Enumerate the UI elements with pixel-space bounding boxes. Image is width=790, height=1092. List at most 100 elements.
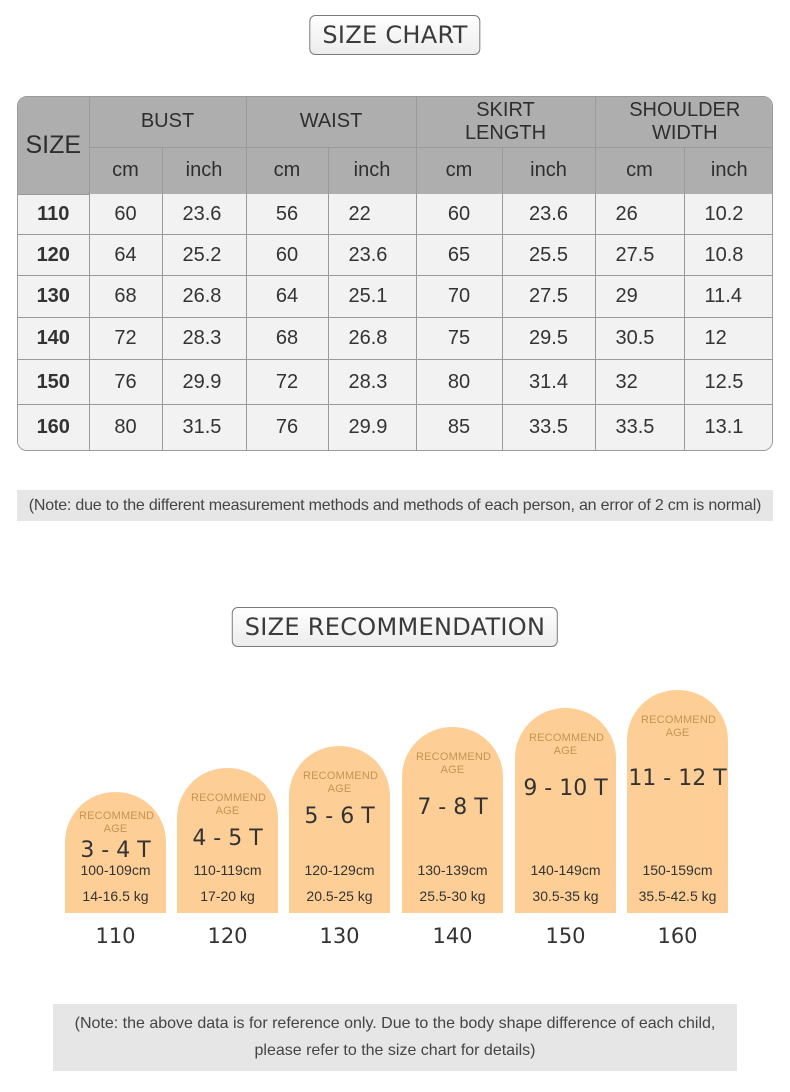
age-range: 5 - 6 T <box>304 804 375 829</box>
measurement-cell: 25.2 <box>161 234 247 277</box>
size-cell: 110 <box>18 194 90 236</box>
measurement-cell: 26 <box>594 194 685 236</box>
measurement-cell: 27.5 <box>501 275 596 319</box>
bust-header: BUST <box>88 97 247 148</box>
measurement-cell: 12 <box>683 317 772 361</box>
measurement-cell: 28.3 <box>161 317 247 361</box>
table-row: 140 72 28.3 68 26.8 75 29.5 30.5 12 <box>18 317 772 361</box>
size-label: 120 <box>207 924 248 948</box>
measurement-cell: 29.9 <box>161 359 247 406</box>
measurement-cell: 76 <box>245 404 329 450</box>
unit-header: cm <box>415 146 503 194</box>
measurement-cell: 76 <box>88 359 163 406</box>
recommend-age-label: RECOMMEND AGE <box>416 751 492 776</box>
reference-note-line: (Note: the above data is for reference o… <box>74 1015 716 1032</box>
measurement-cell: 26.8 <box>161 275 247 319</box>
reference-note-line: please refer to the size chart for detai… <box>254 1042 536 1059</box>
measurement-cell: 27.5 <box>594 234 685 277</box>
measurement-cell: 85 <box>415 404 503 450</box>
measurement-cell: 75 <box>415 317 503 361</box>
waist-header: WAIST <box>245 97 417 148</box>
measurement-cell: 65 <box>415 234 503 277</box>
weight-range: 14-16.5 kg <box>82 888 149 904</box>
unit-header: cm <box>245 146 329 194</box>
measurement-cell: 22 <box>327 194 417 236</box>
measurement-note: (Note: due to the different measurement … <box>17 490 773 521</box>
weight-range: 17-20 kg <box>200 888 255 904</box>
recommend-age-label: RECOMMEND AGE <box>641 714 717 739</box>
recommend-age-label: RECOMMEND AGE <box>191 792 267 817</box>
measurement-cell: 31.5 <box>161 404 247 450</box>
shoulder-width-header: SHOULDER WIDTH <box>594 97 772 148</box>
size-cell: 120 <box>18 234 90 277</box>
recommendation-card: RECOMMEND AGE 7 - 8 T 130-139cm 25.5-30 kg <box>402 727 503 913</box>
size-cell: 130 <box>18 275 90 319</box>
recommendation-card: RECOMMEND AGE 4 - 5 T 110-119cm 17-20 kg <box>177 768 278 913</box>
height-range: 140-149cm <box>530 862 601 878</box>
unit-header: cm <box>594 146 685 194</box>
size-label: 110 <box>95 924 136 948</box>
measurement-cell: 60 <box>88 194 163 236</box>
table-row: 130 68 26.8 64 25.1 70 27.5 29 11.4 <box>18 275 772 319</box>
measurement-cell: 60 <box>415 194 503 236</box>
height-range: 120-129cm <box>304 862 375 878</box>
size-label: 130 <box>319 924 360 948</box>
measurement-cell: 29.5 <box>501 317 596 361</box>
size-cell: 150 <box>18 359 90 406</box>
measurement-cell: 64 <box>88 234 163 277</box>
weight-range: 35.5-42.5 kg <box>638 888 717 904</box>
size-cell: 160 <box>18 404 90 450</box>
measurement-cell: 56 <box>245 194 329 236</box>
skirt-length-header: SKIRT LENGTH <box>415 97 596 148</box>
measurement-cell: 68 <box>245 317 329 361</box>
measurement-cell: 26.8 <box>327 317 417 361</box>
measurement-cell: 10.8 <box>683 234 772 277</box>
size-chart-table: SIZE BUST WAIST SKIRT LENGTH SHOULDER WI… <box>17 96 773 451</box>
height-range: 110-119cm <box>193 862 262 878</box>
measurement-cell: 23.6 <box>501 194 596 236</box>
measurement-cell: 31.4 <box>501 359 596 406</box>
size-chart-title: SIZE CHART <box>309 15 481 55</box>
measurement-cell: 60 <box>245 234 329 277</box>
age-range: 7 - 8 T <box>417 795 488 820</box>
measurement-cell: 72 <box>88 317 163 361</box>
measurement-cell: 70 <box>415 275 503 319</box>
measurement-cell: 29.9 <box>327 404 417 450</box>
measurement-cell: 29 <box>594 275 685 319</box>
size-label: 140 <box>432 924 473 948</box>
measurement-cell: 80 <box>415 359 503 406</box>
recommend-age-label: RECOMMEND AGE <box>529 732 605 757</box>
measurement-cell: 25.5 <box>501 234 596 277</box>
age-range: 3 - 4 T <box>80 838 151 863</box>
unit-header: inch <box>501 146 596 194</box>
measurement-cell: 28.3 <box>327 359 417 406</box>
measurement-cell: 30.5 <box>594 317 685 361</box>
measurement-cell: 23.6 <box>161 194 247 236</box>
table-row: 160 80 31.5 76 29.9 85 33.5 33.5 13.1 <box>18 404 772 450</box>
measurement-cell: 33.5 <box>594 404 685 450</box>
table-row: 110 60 23.6 56 22 60 23.6 26 10.2 <box>18 194 772 236</box>
unit-header: inch <box>161 146 247 194</box>
weight-range: 25.5-30 kg <box>419 888 486 904</box>
recommendation-card: RECOMMEND AGE 5 - 6 T 120-129cm 20.5-25 kg <box>289 746 390 913</box>
measurement-cell: 23.6 <box>327 234 417 277</box>
measurement-cell: 72 <box>245 359 329 406</box>
recommend-age-label: RECOMMEND AGE <box>303 770 379 795</box>
recommendation-card: RECOMMEND AGE 11 - 12 T 150-159cm 35.5-42.5… <box>627 690 728 913</box>
unit-header: cm <box>89 146 163 194</box>
size-recommendation-title: SIZE RECOMMENDATION <box>231 607 559 647</box>
recommend-age-label: RECOMMEND AGE <box>79 810 155 835</box>
measurement-cell: 68 <box>88 275 163 319</box>
age-range: 9 - 10 T <box>523 776 608 801</box>
unit-header: inch <box>327 146 417 194</box>
unit-header: inch <box>683 146 772 194</box>
measurement-cell: 80 <box>88 404 163 450</box>
recommendation-card: RECOMMEND AGE 3 - 4 T 100-109cm 14-16.5 kg <box>65 792 166 913</box>
measurement-cell: 32 <box>594 359 685 406</box>
measurement-cell: 25.1 <box>327 275 417 319</box>
size-label: 150 <box>545 924 586 948</box>
recommendation-card: RECOMMEND AGE 9 - 10 T 140-149cm 30.5-35 kg <box>515 708 616 913</box>
table-row: 150 76 29.9 72 28.3 80 31.4 32 12.5 <box>18 359 772 406</box>
measurement-cell: 10.2 <box>683 194 772 236</box>
measurement-cell: 13.1 <box>683 404 772 450</box>
